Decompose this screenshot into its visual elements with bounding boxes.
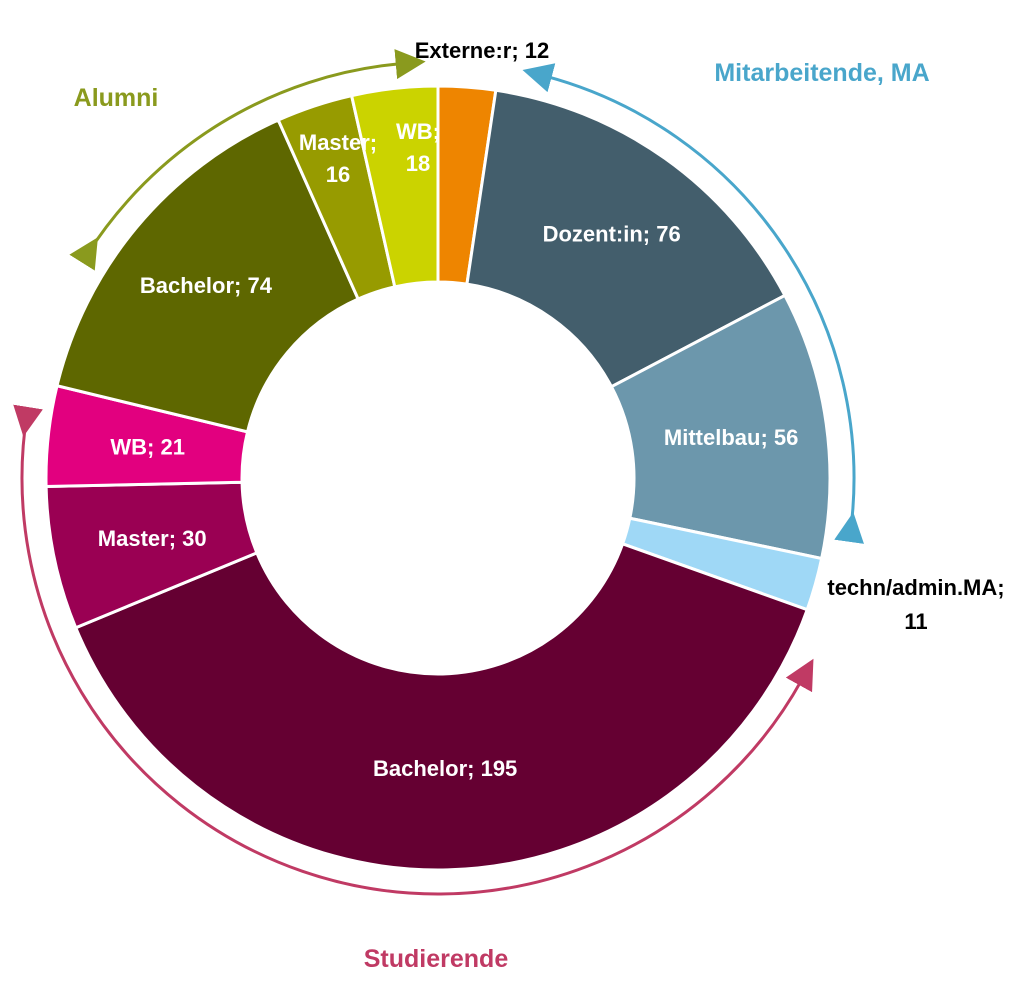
group-label-studierende: Studierende: [364, 945, 509, 973]
group-arc-mitarbeitende-ma: [522, 63, 864, 544]
data-label-dozent-in-mitarbeitende-ma: Dozent:in; 76: [543, 221, 681, 246]
data-label-externe-r: Externe:r; 12: [415, 38, 550, 63]
data-label-master-studierende: Master; 30: [98, 526, 207, 551]
group-arc-alumni: [69, 49, 426, 271]
data-label-bachelor-alumni: Bachelor; 74: [140, 273, 273, 298]
data-label-master-alumni: Master; 16: [299, 130, 377, 187]
group-arc-studierende: [13, 404, 814, 896]
data-label-mittelbau-mitarbeitende-ma: Mittelbau; 56: [664, 425, 798, 450]
data-label-wb-alumni: WB; 18: [396, 119, 440, 176]
data-label-techn-admin-ma-mitarbeitende-ma: techn/admin.MA; 11: [827, 575, 1004, 634]
data-label-wb-studierende: WB; 21: [110, 435, 185, 460]
data-label-bachelor-studierende: Bachelor; 195: [373, 756, 517, 781]
slice-bachelor-studierende: [73, 541, 810, 872]
group-label-mitarbeitende-ma: Mitarbeitende, MA: [714, 59, 929, 87]
group-label-alumni: Alumni: [74, 84, 159, 112]
